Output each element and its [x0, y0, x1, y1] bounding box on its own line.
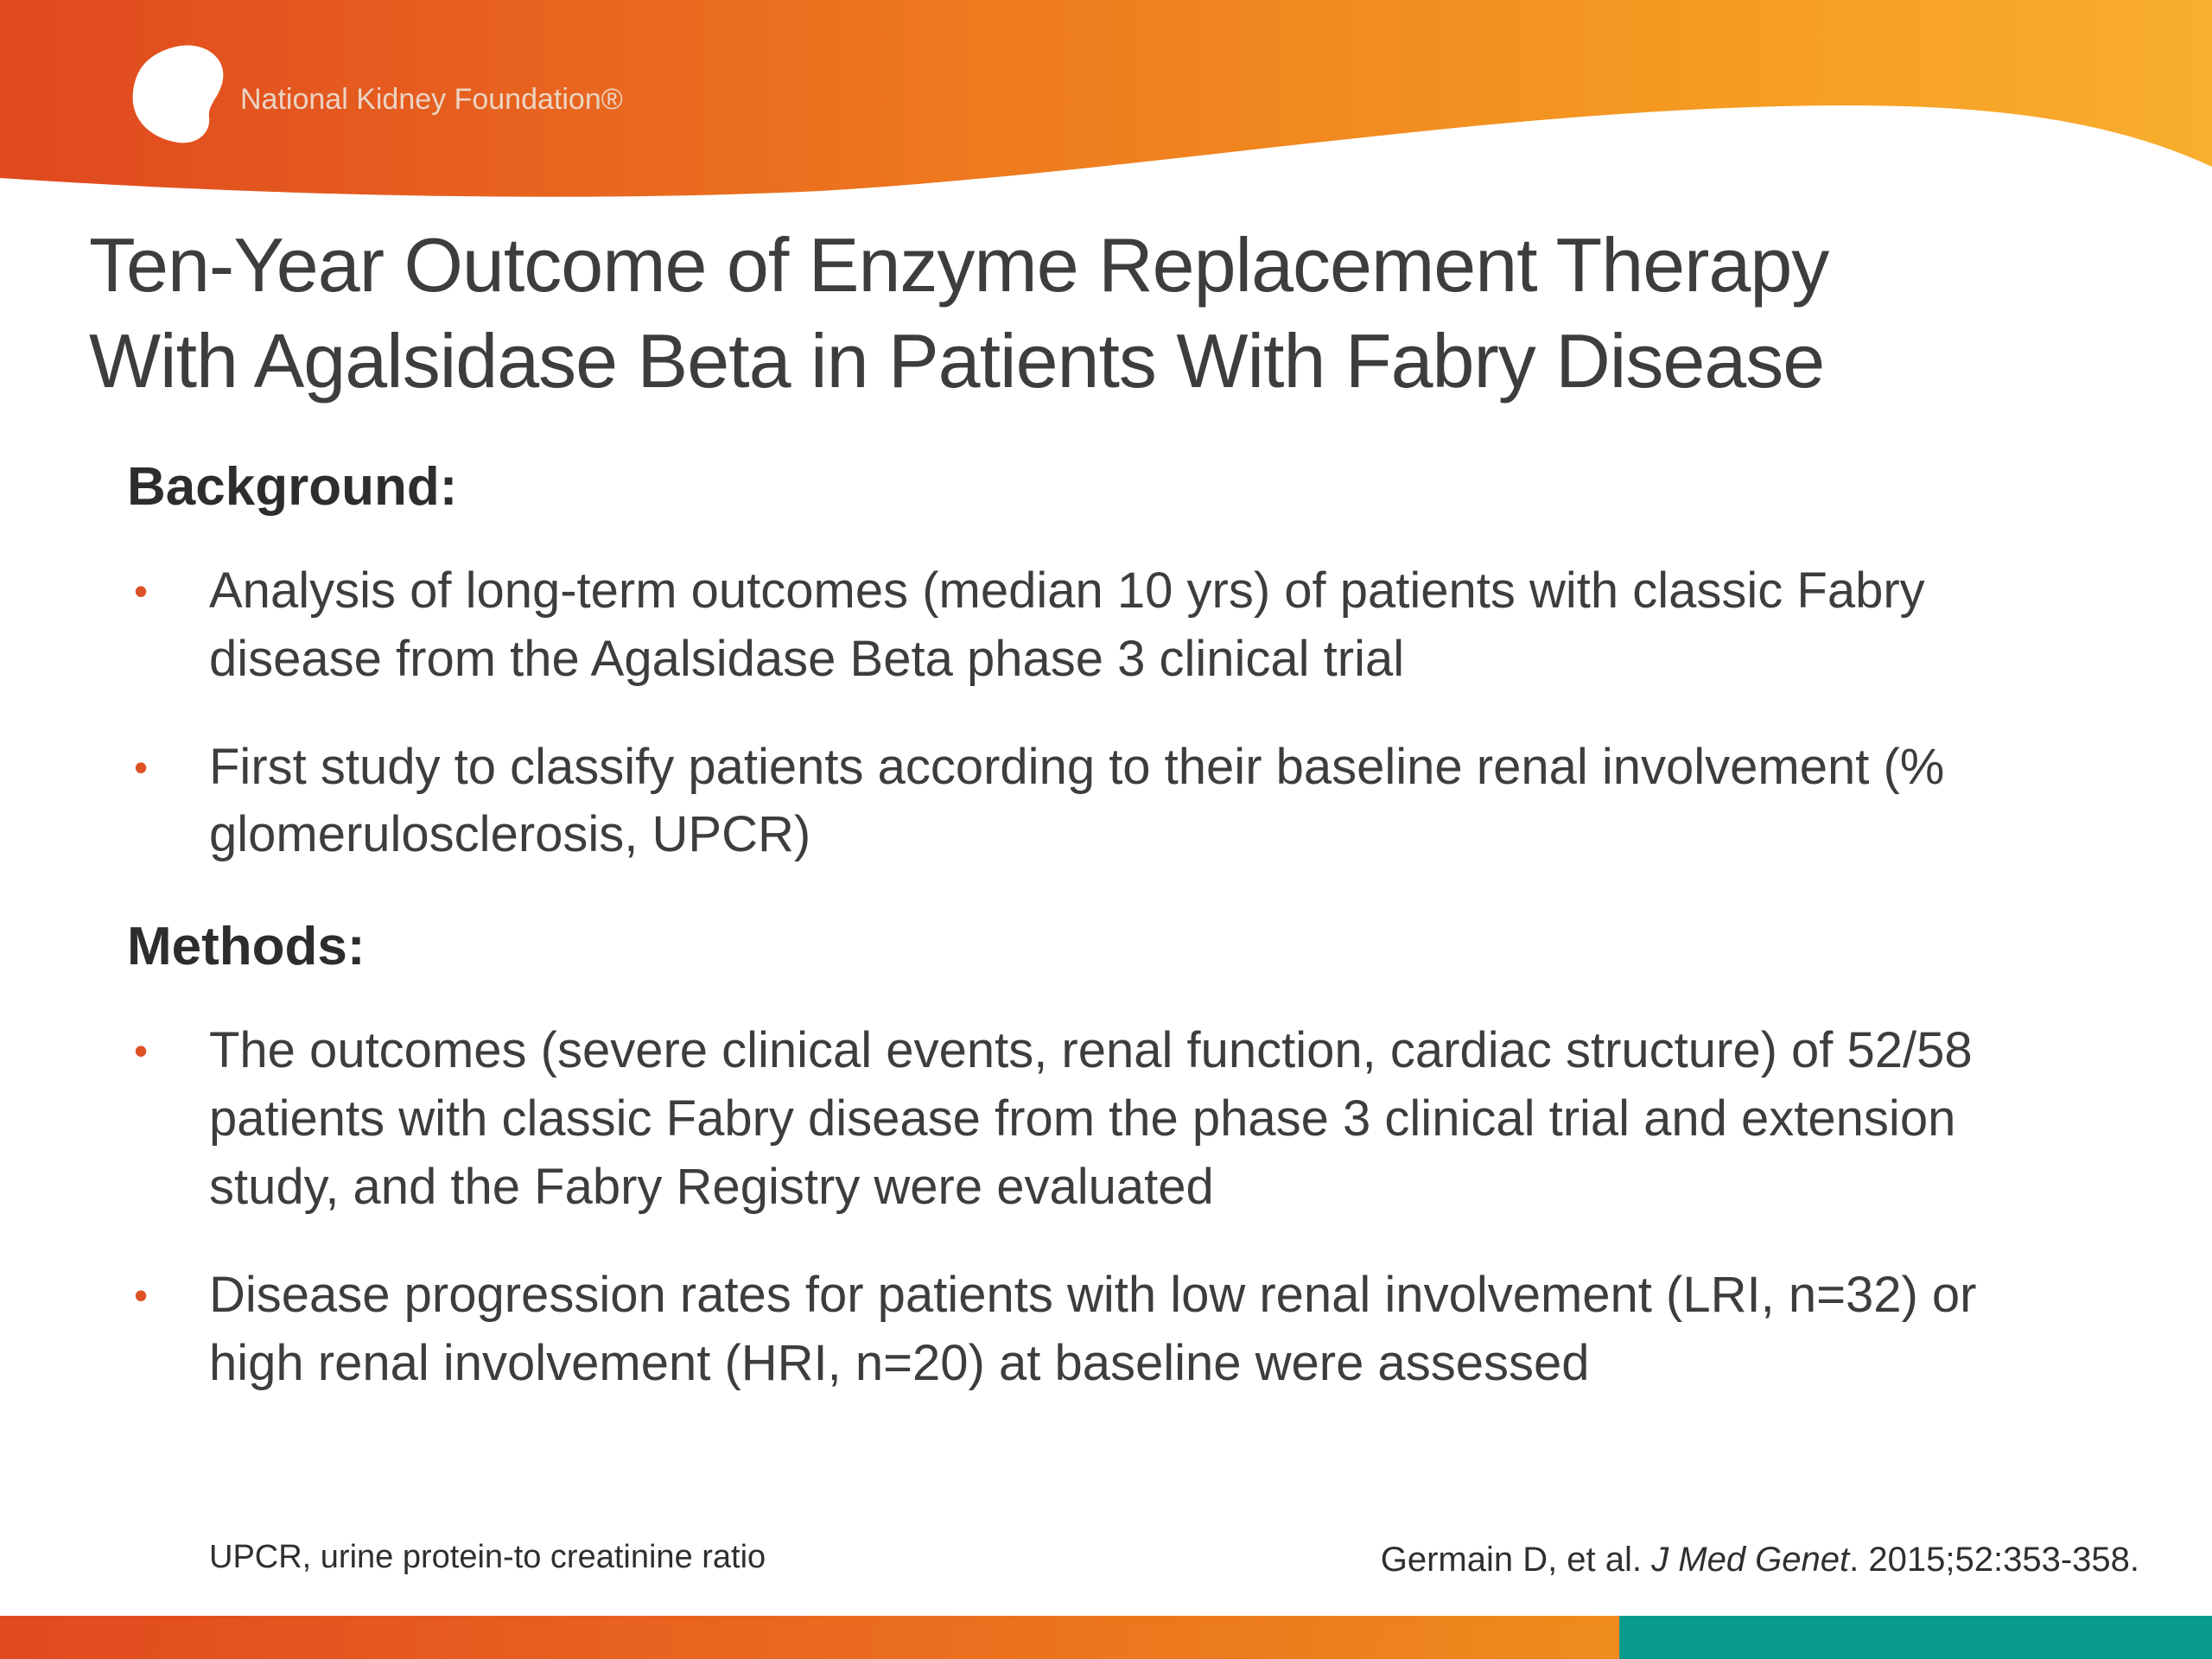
citation-details: . 2015;52:353-358. — [1849, 1541, 2139, 1579]
bullet-text: Disease progression rates for patients w… — [209, 1266, 1977, 1391]
bottom-accent-bar — [0, 1616, 2212, 1659]
slide-title: Ten-Year Outcome of Enzyme Replacement T… — [89, 218, 2130, 410]
bottom-bar-teal-segment — [1618, 1616, 2212, 1659]
bullet-item: • The outcomes (severe clinical events, … — [134, 1017, 2130, 1222]
bullet-item: • Analysis of long-term outcomes (median… — [134, 557, 2130, 694]
section-heading-background: Background: — [127, 456, 458, 517]
citation-footnote: Germain D, et al. J Med Genet. 2015;52:3… — [1381, 1541, 2139, 1580]
bullet-text: The outcomes (severe clinical events, re… — [209, 1022, 1973, 1215]
bullet-text: Analysis of long-term outcomes (median 1… — [209, 562, 1925, 687]
brand-name: National Kidney Foundation® — [240, 83, 623, 116]
bottom-bar-orange-segment — [0, 1616, 1619, 1659]
citation-journal: J Med Genet — [1651, 1541, 1850, 1579]
bullet-marker-icon: • — [134, 1272, 149, 1318]
header-orange-swoosh — [0, 0, 2212, 197]
slide-content: Ten-Year Outcome of Enzyme Replacement T… — [89, 207, 2130, 1398]
abbreviation-footnote: UPCR, urine protein-to creatinine ratio — [209, 1539, 766, 1575]
bullet-marker-icon: • — [134, 568, 149, 613]
section-heading-methods: Methods: — [127, 917, 365, 977]
header-band: National Kidney Foundation® — [0, 0, 2212, 197]
bullet-marker-icon: • — [134, 744, 149, 790]
citation-authors: Germain D, et al. — [1380, 1541, 1652, 1579]
bullet-marker-icon: • — [134, 1028, 149, 1074]
slide-title-line1: Ten-Year Outcome of Enzyme Replacement T… — [89, 222, 1829, 308]
kidney-logo-icon — [132, 45, 224, 143]
bullet-item: • First study to classify patients accor… — [134, 734, 2130, 870]
slide-title-line2: With Agalsidase Beta in Patients With Fa… — [89, 317, 1825, 404]
bullet-item: • Disease progression rates for patients… — [134, 1262, 2130, 1398]
bullet-text: First study to classify patients accordi… — [209, 738, 1945, 863]
